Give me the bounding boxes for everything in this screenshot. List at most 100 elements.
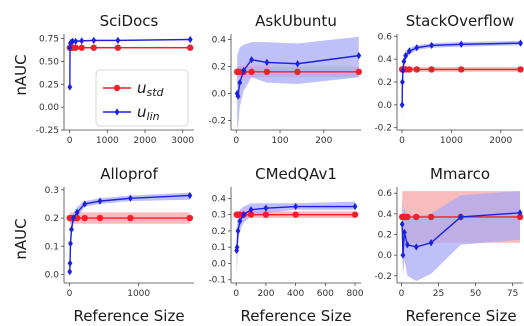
x-tick-label: 200 bbox=[315, 136, 332, 146]
y-tick-label: -0.2 bbox=[374, 272, 392, 282]
data-point-lin bbox=[69, 225, 74, 233]
y-tick-label: 0.2 bbox=[378, 78, 392, 88]
data-point-lin bbox=[237, 79, 243, 87]
data-point-lin bbox=[235, 92, 241, 100]
data-point-std bbox=[78, 44, 85, 51]
data-point-lin bbox=[400, 78, 405, 86]
x-tick-label: 1000 bbox=[127, 289, 150, 299]
data-point-lin bbox=[400, 66, 406, 75]
y-tick-label: 0.4 bbox=[378, 210, 393, 220]
confidence-band-lin bbox=[402, 40, 521, 126]
data-point-lin bbox=[115, 36, 121, 44]
x-tick-label: 0 bbox=[399, 136, 405, 146]
data-point-lin bbox=[414, 44, 420, 52]
data-point-lin bbox=[406, 47, 412, 55]
data-point-std bbox=[247, 211, 255, 218]
data-point-lin bbox=[91, 36, 97, 44]
x-tick-label: 0 bbox=[399, 289, 405, 299]
y-tick-label: 0.4 bbox=[212, 194, 227, 204]
panel-cmedqav1: CMedQAv1 -0.1 0.0 0.1 0.2 0.3 0.4 0 200 400 600 800 bbox=[208, 165, 363, 299]
data-point-std bbox=[516, 213, 524, 221]
y-tick-label: 0.2 bbox=[212, 227, 226, 237]
x-tick-label: 75 bbox=[507, 289, 518, 299]
data-point-lin bbox=[403, 52, 409, 60]
y-tick-label: 0.3 bbox=[45, 186, 59, 196]
data-point-std bbox=[248, 68, 255, 76]
data-point-lin bbox=[356, 52, 362, 60]
y-axis-label-bottom: nAUC bbox=[12, 218, 30, 259]
x-tick-label: 600 bbox=[317, 289, 334, 299]
data-point-lin bbox=[428, 239, 434, 247]
panel-mmarco: Mmarco -0.2 0.0 0.2 0.4 0.6 0 25 50 75 bbox=[374, 165, 524, 299]
x-axis-label-middle: Reference Size bbox=[240, 307, 351, 325]
data-point-lin bbox=[352, 202, 358, 211]
data-point-std bbox=[127, 214, 134, 222]
data-point-std bbox=[187, 44, 194, 51]
data-point-lin bbox=[401, 57, 407, 66]
y-tick-label: 0.25 bbox=[39, 80, 59, 90]
y-tick-label: 0.2 bbox=[45, 214, 59, 224]
confidence-band-lin bbox=[402, 191, 521, 281]
data-point-lin bbox=[399, 101, 405, 109]
y-tick-label: 0.0 bbox=[378, 251, 393, 261]
data-point-lin bbox=[400, 251, 406, 259]
data-point-lin bbox=[67, 44, 73, 52]
data-point-std bbox=[186, 214, 194, 222]
data-point-lin bbox=[234, 243, 240, 251]
data-point-lin bbox=[237, 217, 243, 225]
data-point-lin bbox=[241, 211, 247, 219]
panel-title: AskUbuntu bbox=[255, 12, 337, 30]
series-line-lin bbox=[401, 42, 521, 105]
y-tick-label: 0.1 bbox=[212, 243, 226, 253]
x-tick-label: 25 bbox=[433, 289, 444, 299]
x-tick-label: 2000 bbox=[134, 136, 157, 146]
data-point-std bbox=[413, 66, 420, 73]
data-point-std bbox=[428, 66, 435, 73]
x-axis-label-left: Reference Size bbox=[73, 307, 184, 325]
y-tick-label: -0.2 bbox=[208, 117, 226, 127]
data-point-lin bbox=[68, 239, 73, 248]
panel-title: StackOverflow bbox=[406, 12, 515, 30]
data-point-lin bbox=[429, 41, 434, 50]
data-point-lin bbox=[70, 37, 76, 45]
data-point-lin bbox=[413, 243, 419, 251]
data-point-std bbox=[114, 44, 122, 51]
x-tick-label: 800 bbox=[346, 289, 363, 299]
confidence-band-lin bbox=[69, 192, 190, 278]
x-tick-label: 0 bbox=[233, 289, 239, 299]
panel-title: Mmarco bbox=[430, 165, 490, 183]
panel-title: SciDocs bbox=[100, 12, 159, 30]
data-point-std bbox=[406, 66, 413, 73]
data-point-lin bbox=[67, 268, 73, 276]
y-tick-label: 0.00 bbox=[39, 103, 59, 113]
y-tick-label: 0.0 bbox=[378, 101, 393, 111]
data-point-lin bbox=[187, 35, 193, 44]
data-point-lin bbox=[248, 206, 254, 214]
y-axis-label-top: nAUC bbox=[12, 54, 30, 95]
data-point-std bbox=[517, 66, 524, 73]
panel-title: CMedQAv1 bbox=[255, 165, 337, 183]
data-point-lin bbox=[241, 66, 247, 75]
data-point-std bbox=[404, 213, 411, 221]
data-point-std bbox=[427, 213, 435, 221]
data-point-lin bbox=[293, 202, 299, 211]
panel-title: Alloprof bbox=[100, 165, 158, 183]
data-point-std bbox=[81, 214, 88, 222]
data-point-lin bbox=[67, 259, 73, 267]
data-point-lin bbox=[187, 191, 193, 200]
data-point-lin bbox=[235, 227, 241, 235]
x-tick-label: 50 bbox=[470, 289, 482, 299]
data-point-lin bbox=[263, 204, 269, 212]
data-point-std bbox=[72, 44, 79, 51]
data-point-lin bbox=[517, 209, 523, 217]
x-tick-label: 0 bbox=[233, 136, 239, 146]
data-point-std bbox=[96, 214, 104, 222]
data-point-std bbox=[355, 68, 363, 76]
x-tick-label: 2000 bbox=[489, 136, 512, 146]
y-tick-label: 0.0 bbox=[212, 259, 227, 269]
y-tick-label: 0.50 bbox=[39, 57, 59, 67]
panel-scidocs: SciDocs -0.25 0.00 0.25 0.50 0.75 0 1000 2000 300… bbox=[36, 12, 195, 146]
data-point-lin bbox=[127, 194, 133, 202]
data-point-lin bbox=[458, 213, 464, 221]
